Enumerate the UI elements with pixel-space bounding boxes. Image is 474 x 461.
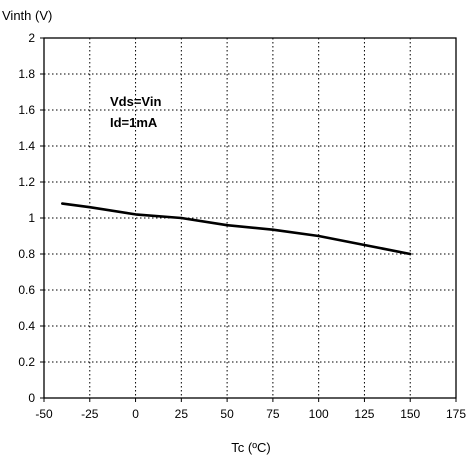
- y-tick-label: 0.8: [18, 247, 35, 261]
- y-tick-label: 1.8: [18, 67, 35, 81]
- data-point: [272, 228, 274, 231]
- data-point: [88, 206, 91, 208]
- annotation-vds: Vds=Vin: [110, 94, 161, 109]
- x-tick-label: 75: [266, 407, 280, 421]
- y-tick-label: 0.4: [18, 319, 35, 333]
- y-tick-label: 0.2: [18, 355, 35, 369]
- x-tick-label: 125: [354, 407, 374, 421]
- x-tick-label: 25: [175, 407, 189, 421]
- data-point: [409, 253, 412, 255]
- y-tick-label: 1: [28, 211, 35, 225]
- y-tick-label: 2: [28, 31, 35, 45]
- x-tick-label: -50: [35, 407, 53, 421]
- x-tick-label: 175: [446, 407, 466, 421]
- grid: [44, 38, 456, 398]
- series-layer: [61, 202, 412, 256]
- y-tick-label: 0: [28, 391, 35, 405]
- y-tick-label: 1.4: [18, 139, 35, 153]
- data-point: [317, 235, 320, 237]
- x-tick-label: -25: [81, 407, 99, 421]
- series-line-vinth: [61, 202, 412, 256]
- x-tick-label: 100: [309, 407, 329, 421]
- data-point: [180, 217, 183, 219]
- x-tick-label: 50: [220, 407, 234, 421]
- data-point: [226, 224, 228, 226]
- y-axis-ticks: 0 0.2 0.4 0.6 0.8 1 1.2 1.4 1.6 1.8 2: [18, 31, 44, 405]
- plot-frame: [43, 37, 457, 399]
- y-tick-label: 1.2: [18, 175, 35, 189]
- data-point: [61, 202, 64, 205]
- y-tick-label: 1.6: [18, 103, 35, 117]
- y-axis-title: Vinth (V): [2, 8, 52, 23]
- annotation-id: Id=1mA: [110, 115, 158, 130]
- y-tick-label: 0.6: [18, 283, 35, 297]
- x-tick-label: 0: [132, 407, 139, 421]
- x-axis-title: Tc (ºC): [231, 440, 270, 455]
- x-axis-ticks: -50 -25 0 25 50 75 100 125 150 175: [35, 398, 466, 421]
- x-tick-label: 150: [400, 407, 420, 421]
- data-point: [363, 244, 366, 246]
- data-point: [134, 213, 137, 216]
